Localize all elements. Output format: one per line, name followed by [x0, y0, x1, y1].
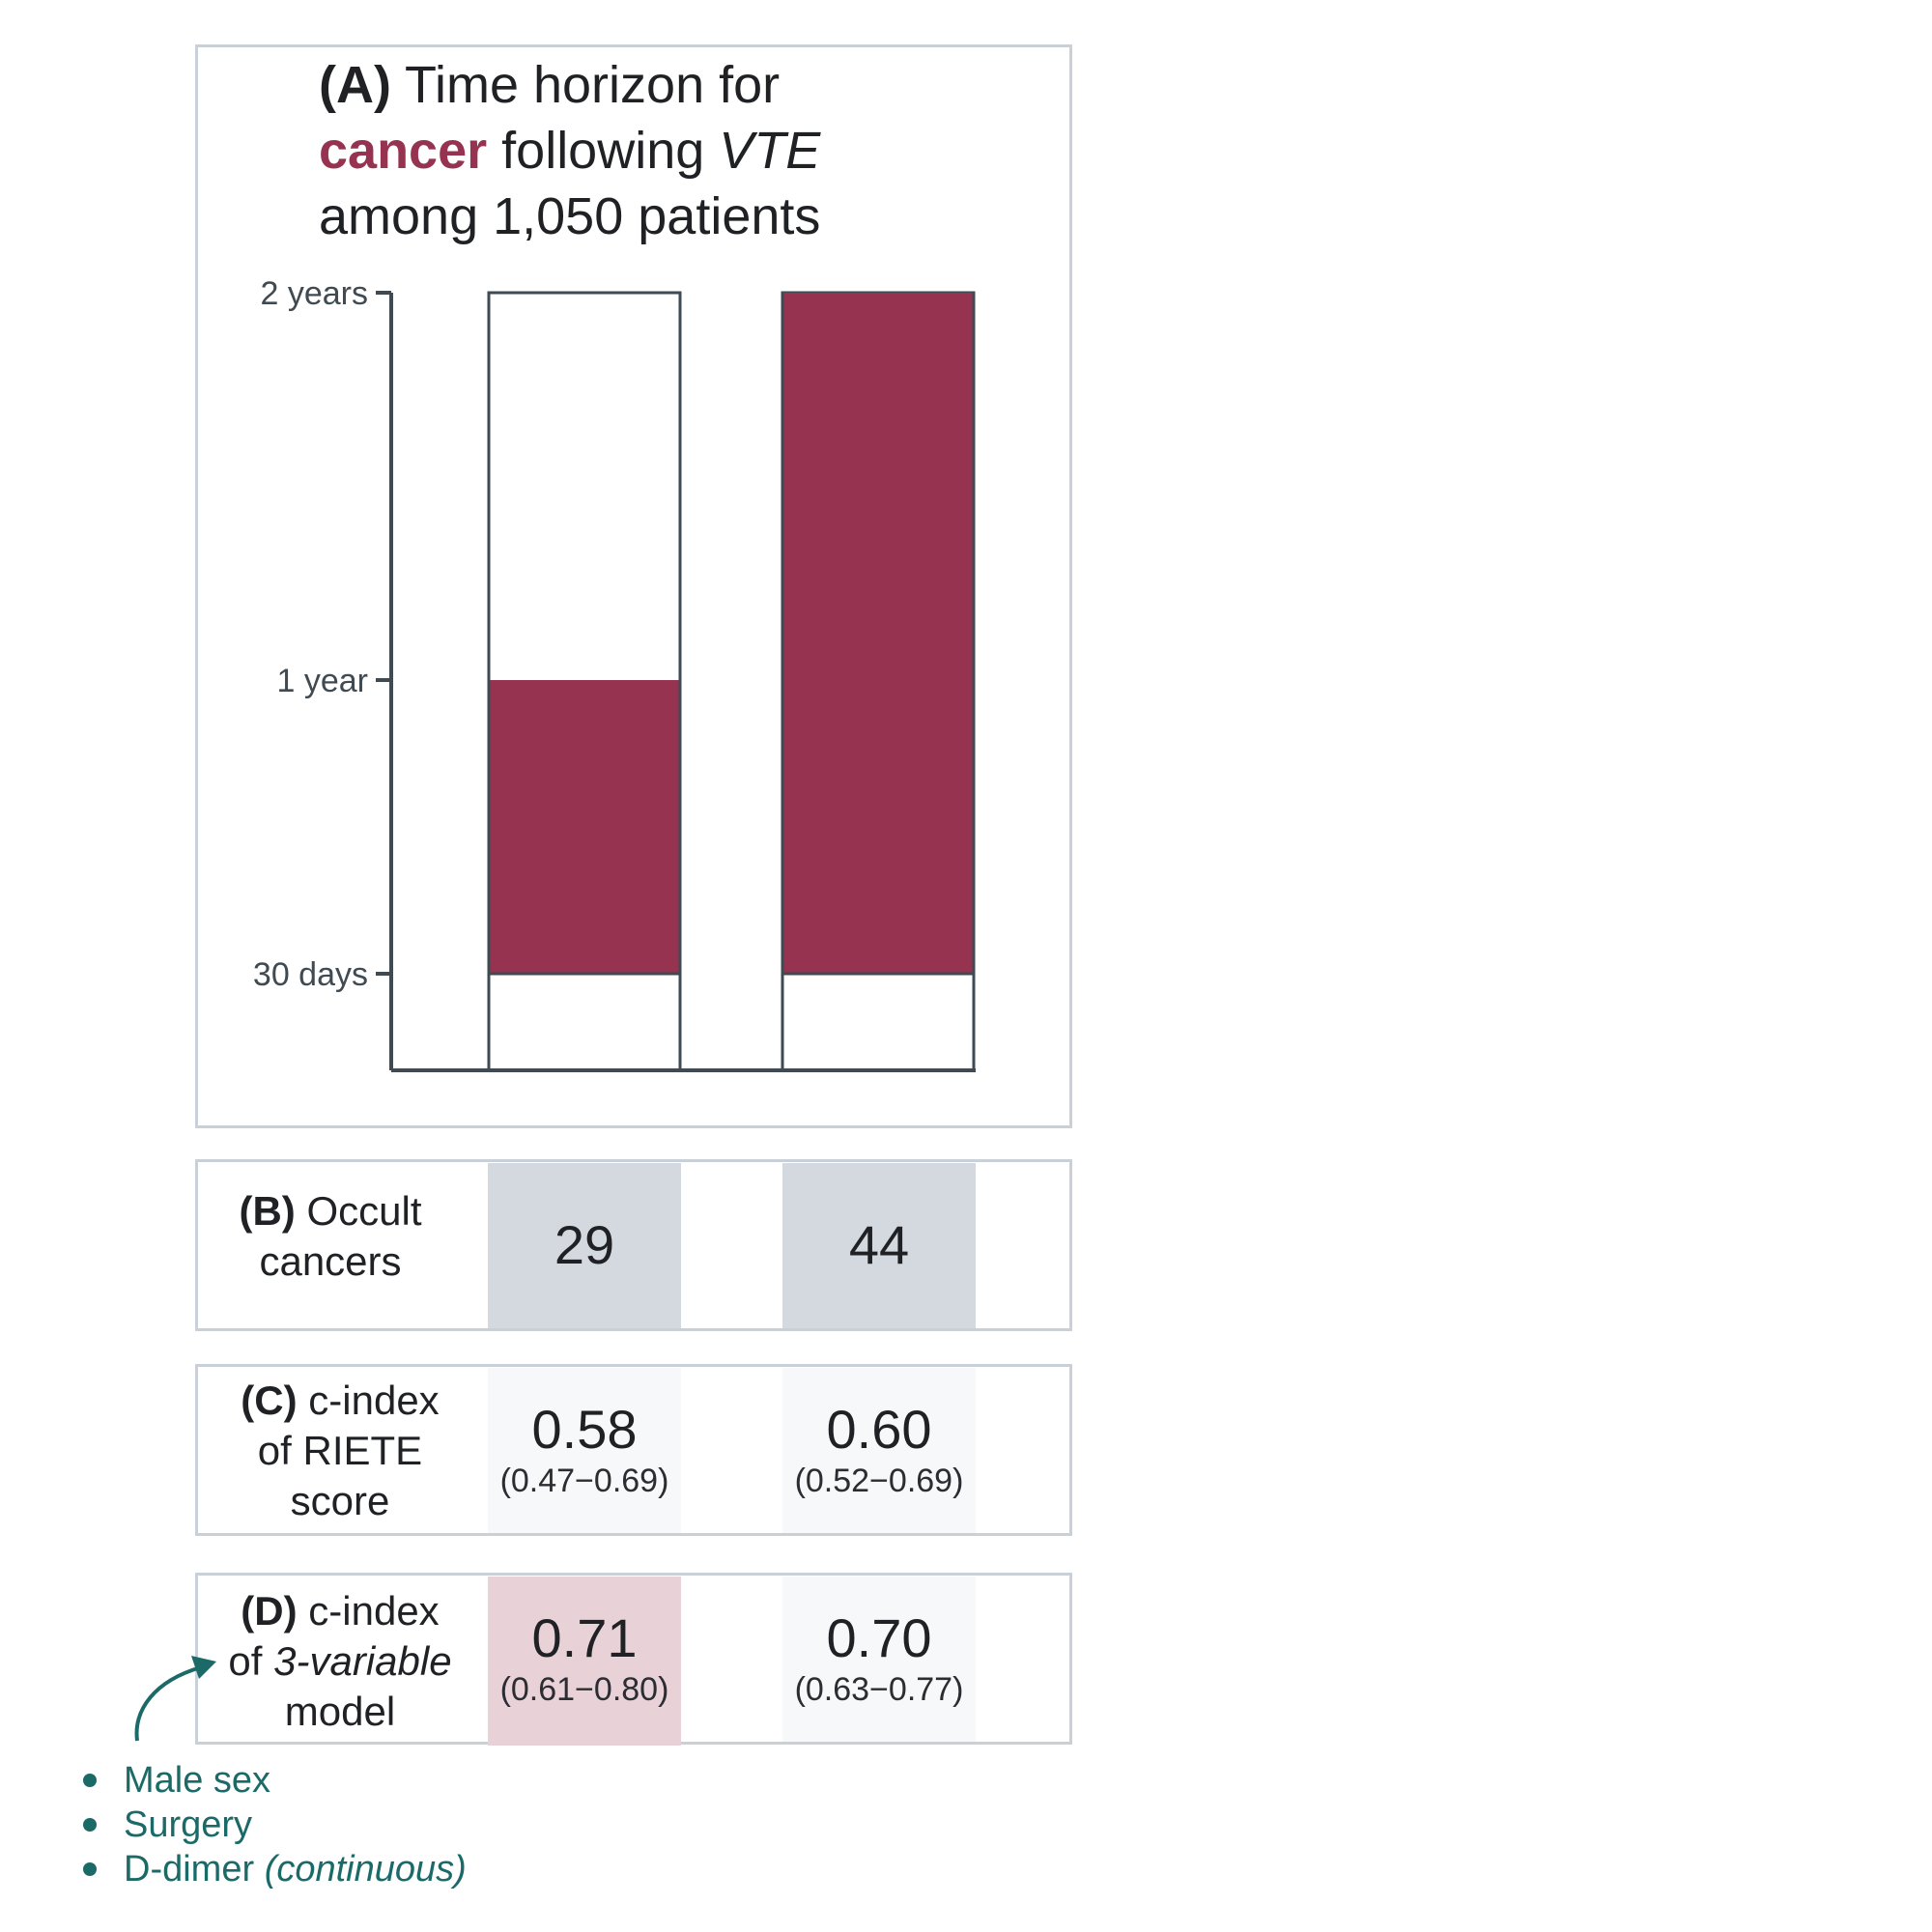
panel-d-text-of: of: [228, 1638, 263, 1684]
panel-c-cell-1: [488, 1368, 681, 1533]
panel-c-cell-2: [782, 1368, 976, 1533]
panel-d-label: (D) c-index of 3-variable model: [214, 1586, 466, 1737]
riete-ci-2: (0.52−0.69): [794, 1463, 964, 1499]
panel-a-label: (A): [319, 56, 391, 114]
panel-c-text-1: c-index: [308, 1378, 440, 1423]
panel-d-cell-2: [782, 1577, 976, 1742]
list-item: Surgery: [77, 1803, 467, 1847]
variable-d-dimer-note: (continuous): [264, 1849, 467, 1889]
panel-b-cell-1: [488, 1163, 681, 1328]
riete-cindex-1: 0.58: [531, 1399, 638, 1460]
panel-d-text-1: c-index: [308, 1588, 440, 1634]
panel-d-cell-1: [488, 1577, 681, 1746]
panel-a-title-cancer: cancer: [319, 122, 488, 180]
model-cindex-1: 0.71: [531, 1607, 638, 1668]
model-variables-list: Male sex Surgery D-dimer (continuous): [77, 1758, 467, 1891]
panel-d-model-name: 3-variable: [273, 1638, 452, 1684]
panel-b-value-2: 44: [782, 1163, 976, 1327]
panel-b-label: (B) Occult cancers: [214, 1186, 446, 1287]
y-tick-label-3: 2 years: [261, 275, 369, 312]
panel-b-cell-2: [782, 1163, 976, 1328]
bullet-icon: [83, 1774, 97, 1787]
panel-b-text-2: cancers: [259, 1238, 402, 1284]
panel-b-letter: (B): [239, 1188, 296, 1234]
riete-cindex-2: 0.60: [826, 1399, 932, 1460]
panel-c-value-2: 0.60 (0.52−0.69): [782, 1368, 976, 1532]
variable-male-sex: Male sex: [124, 1760, 271, 1801]
panel-c-label: (C) c-index of RIETE score: [214, 1376, 466, 1526]
arrow-icon: [134, 1665, 202, 1742]
panel-d-value-2: 0.70 (0.63−0.77): [782, 1577, 976, 1741]
model-ci-1: (0.61−0.80): [499, 1671, 669, 1708]
panel-c-value-1: 0.58 (0.47−0.69): [488, 1368, 681, 1532]
panel-c-letter: (C): [241, 1378, 298, 1423]
occult-cancers-value-2: 44: [848, 1214, 910, 1275]
panel-d-value-1: 0.71 (0.61−0.80): [488, 1577, 681, 1741]
bullet-icon: [83, 1862, 97, 1876]
panel-b-text-1: Occult: [306, 1188, 422, 1234]
panel-a-title-part1: Time horizon for: [405, 56, 781, 114]
list-item: D-dimer (continuous): [77, 1847, 467, 1891]
variable-d-dimer: D-dimer: [124, 1849, 255, 1889]
list-item: Male sex: [77, 1758, 467, 1803]
y-tick-label-2: 1 year: [277, 663, 369, 699]
riete-ci-1: (0.47−0.69): [499, 1463, 669, 1499]
panel-a-title-line3: among 1,050 patients: [319, 187, 821, 245]
cancer-bar-1: [490, 680, 679, 974]
model-cindex-2: 0.70: [826, 1607, 932, 1668]
y-tick-label-1: 30 days: [253, 956, 368, 993]
panel-a-title: (A) Time horizon for cancer following VT…: [319, 52, 820, 249]
panel-d-letter: (D): [241, 1588, 298, 1634]
variable-surgery: Surgery: [124, 1804, 253, 1845]
cancer-bar-2: [783, 293, 973, 974]
model-ci-2: (0.63−0.77): [794, 1671, 964, 1708]
panel-a-title-vte: VTE: [719, 122, 821, 180]
panel-b-value-1: 29: [488, 1163, 681, 1327]
occult-cancers-value-1: 29: [554, 1214, 615, 1275]
panel-c-text-2: of RIETE: [257, 1428, 423, 1473]
panel-c-text-3: score: [290, 1478, 390, 1523]
panel-d-text-3: model: [284, 1689, 396, 1734]
panel-a-title-following: following: [501, 122, 705, 180]
arrowhead-icon: [191, 1656, 216, 1679]
bullet-icon: [83, 1818, 97, 1832]
